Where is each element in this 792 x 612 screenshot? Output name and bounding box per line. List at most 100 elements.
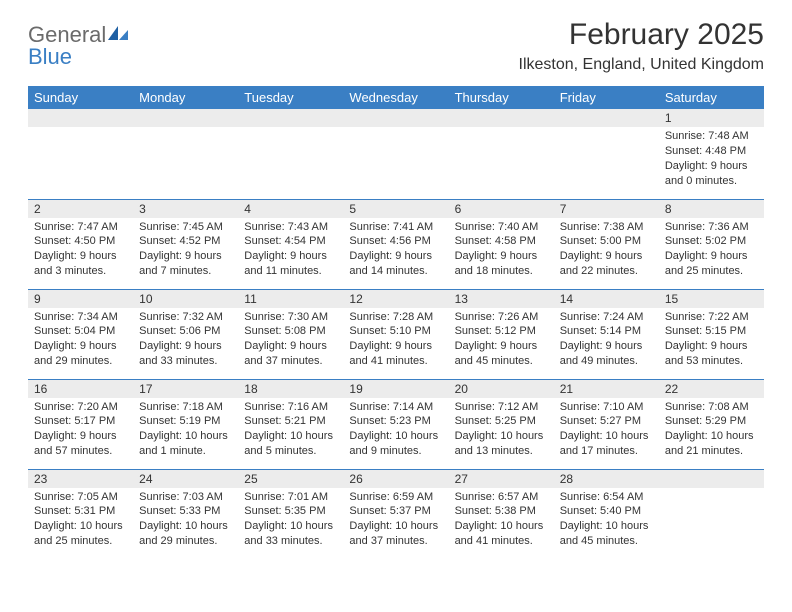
weekday-header: Wednesday (343, 86, 448, 109)
sunset-text: Sunset: 5:29 PM (665, 414, 758, 429)
sunset-text: Sunset: 5:31 PM (34, 504, 127, 519)
sunset-text: Sunset: 5:00 PM (560, 234, 653, 249)
calendar-week-row: 1Sunrise: 7:48 AMSunset: 4:48 PMDaylight… (28, 109, 764, 199)
calendar-day-cell: 15Sunrise: 7:22 AMSunset: 5:15 PMDayligh… (659, 289, 764, 379)
weekday-header: Saturday (659, 86, 764, 109)
day-number: 2 (28, 200, 133, 218)
calendar-day-cell: 18Sunrise: 7:16 AMSunset: 5:21 PMDayligh… (238, 379, 343, 469)
day-number: 23 (28, 470, 133, 488)
sunset-text: Sunset: 5:19 PM (139, 414, 232, 429)
day-details: Sunrise: 7:18 AMSunset: 5:19 PMDaylight:… (133, 398, 238, 463)
daylight-text: Daylight: 10 hours and 41 minutes. (455, 519, 548, 549)
day-number (133, 109, 238, 127)
day-number: 22 (659, 380, 764, 398)
location-subtitle: Ilkeston, England, United Kingdom (519, 56, 764, 74)
day-details: Sunrise: 7:34 AMSunset: 5:04 PMDaylight:… (28, 308, 133, 373)
daylight-text: Daylight: 9 hours and 37 minutes. (244, 339, 337, 369)
calendar-day-cell: 24Sunrise: 7:03 AMSunset: 5:33 PMDayligh… (133, 469, 238, 559)
sunrise-text: Sunrise: 7:10 AM (560, 400, 653, 415)
calendar-day-cell (28, 109, 133, 199)
day-number: 18 (238, 380, 343, 398)
sunrise-text: Sunrise: 7:28 AM (349, 310, 442, 325)
calendar-day-cell (554, 109, 659, 199)
sunrise-text: Sunrise: 7:45 AM (139, 220, 232, 235)
day-details: Sunrise: 7:38 AMSunset: 5:00 PMDaylight:… (554, 218, 659, 283)
sunrise-text: Sunrise: 7:38 AM (560, 220, 653, 235)
day-number: 17 (133, 380, 238, 398)
sunrise-text: Sunrise: 7:22 AM (665, 310, 758, 325)
day-details: Sunrise: 7:48 AMSunset: 4:48 PMDaylight:… (659, 127, 764, 192)
sunset-text: Sunset: 5:38 PM (455, 504, 548, 519)
sunrise-text: Sunrise: 7:26 AM (455, 310, 548, 325)
daylight-text: Daylight: 9 hours and 41 minutes. (349, 339, 442, 369)
sunset-text: Sunset: 5:21 PM (244, 414, 337, 429)
day-details: Sunrise: 7:26 AMSunset: 5:12 PMDaylight:… (449, 308, 554, 373)
day-number: 11 (238, 290, 343, 308)
daylight-text: Daylight: 10 hours and 21 minutes. (665, 429, 758, 459)
sunset-text: Sunset: 5:27 PM (560, 414, 653, 429)
calendar-day-cell: 2Sunrise: 7:47 AMSunset: 4:50 PMDaylight… (28, 199, 133, 289)
calendar-day-cell: 27Sunrise: 6:57 AMSunset: 5:38 PMDayligh… (449, 469, 554, 559)
day-details: Sunrise: 7:32 AMSunset: 5:06 PMDaylight:… (133, 308, 238, 373)
daylight-text: Daylight: 9 hours and 45 minutes. (455, 339, 548, 369)
sunset-text: Sunset: 4:48 PM (665, 144, 758, 159)
sunset-text: Sunset: 5:08 PM (244, 324, 337, 339)
sunset-text: Sunset: 4:56 PM (349, 234, 442, 249)
daylight-text: Daylight: 10 hours and 37 minutes. (349, 519, 442, 549)
day-details: Sunrise: 7:36 AMSunset: 5:02 PMDaylight:… (659, 218, 764, 283)
sunrise-text: Sunrise: 7:18 AM (139, 400, 232, 415)
daylight-text: Daylight: 10 hours and 29 minutes. (139, 519, 232, 549)
sunset-text: Sunset: 4:52 PM (139, 234, 232, 249)
sunrise-text: Sunrise: 7:20 AM (34, 400, 127, 415)
day-number (28, 109, 133, 127)
sunset-text: Sunset: 5:14 PM (560, 324, 653, 339)
sunset-text: Sunset: 5:25 PM (455, 414, 548, 429)
calendar-day-cell: 3Sunrise: 7:45 AMSunset: 4:52 PMDaylight… (133, 199, 238, 289)
daylight-text: Daylight: 10 hours and 45 minutes. (560, 519, 653, 549)
calendar-day-cell: 7Sunrise: 7:38 AMSunset: 5:00 PMDaylight… (554, 199, 659, 289)
daylight-text: Daylight: 10 hours and 1 minute. (139, 429, 232, 459)
daylight-text: Daylight: 9 hours and 3 minutes. (34, 249, 127, 279)
sunrise-text: Sunrise: 7:24 AM (560, 310, 653, 325)
calendar-week-row: 9Sunrise: 7:34 AMSunset: 5:04 PMDaylight… (28, 289, 764, 379)
sail-icon (108, 22, 128, 47)
day-details: Sunrise: 7:10 AMSunset: 5:27 PMDaylight:… (554, 398, 659, 463)
sunrise-text: Sunrise: 7:40 AM (455, 220, 548, 235)
day-number: 8 (659, 200, 764, 218)
day-number: 12 (343, 290, 448, 308)
calendar-day-cell: 10Sunrise: 7:32 AMSunset: 5:06 PMDayligh… (133, 289, 238, 379)
sunrise-text: Sunrise: 7:03 AM (139, 490, 232, 505)
day-details: Sunrise: 7:24 AMSunset: 5:14 PMDaylight:… (554, 308, 659, 373)
sunset-text: Sunset: 5:40 PM (560, 504, 653, 519)
daylight-text: Daylight: 9 hours and 22 minutes. (560, 249, 653, 279)
calendar-day-cell: 14Sunrise: 7:24 AMSunset: 5:14 PMDayligh… (554, 289, 659, 379)
daylight-text: Daylight: 10 hours and 33 minutes. (244, 519, 337, 549)
header: General Blue February 2025 Ilkeston, Eng… (28, 18, 764, 74)
daylight-text: Daylight: 10 hours and 13 minutes. (455, 429, 548, 459)
sunrise-text: Sunrise: 7:14 AM (349, 400, 442, 415)
calendar-day-cell (659, 469, 764, 559)
day-details: Sunrise: 7:43 AMSunset: 4:54 PMDaylight:… (238, 218, 343, 283)
day-details: Sunrise: 7:40 AMSunset: 4:58 PMDaylight:… (449, 218, 554, 283)
weekday-header: Monday (133, 86, 238, 109)
sunset-text: Sunset: 5:33 PM (139, 504, 232, 519)
day-number (449, 109, 554, 127)
day-details: Sunrise: 7:16 AMSunset: 5:21 PMDaylight:… (238, 398, 343, 463)
daylight-text: Daylight: 9 hours and 33 minutes. (139, 339, 232, 369)
day-number: 5 (343, 200, 448, 218)
calendar-day-cell: 28Sunrise: 6:54 AMSunset: 5:40 PMDayligh… (554, 469, 659, 559)
calendar-week-row: 16Sunrise: 7:20 AMSunset: 5:17 PMDayligh… (28, 379, 764, 469)
day-number: 3 (133, 200, 238, 218)
sunrise-text: Sunrise: 7:32 AM (139, 310, 232, 325)
day-number (659, 470, 764, 488)
day-number: 16 (28, 380, 133, 398)
day-number: 14 (554, 290, 659, 308)
day-number: 6 (449, 200, 554, 218)
day-details: Sunrise: 7:08 AMSunset: 5:29 PMDaylight:… (659, 398, 764, 463)
day-details: Sunrise: 6:57 AMSunset: 5:38 PMDaylight:… (449, 488, 554, 553)
day-number: 7 (554, 200, 659, 218)
daylight-text: Daylight: 10 hours and 25 minutes. (34, 519, 127, 549)
daylight-text: Daylight: 9 hours and 57 minutes. (34, 429, 127, 459)
sunrise-text: Sunrise: 7:08 AM (665, 400, 758, 415)
day-details: Sunrise: 7:01 AMSunset: 5:35 PMDaylight:… (238, 488, 343, 553)
